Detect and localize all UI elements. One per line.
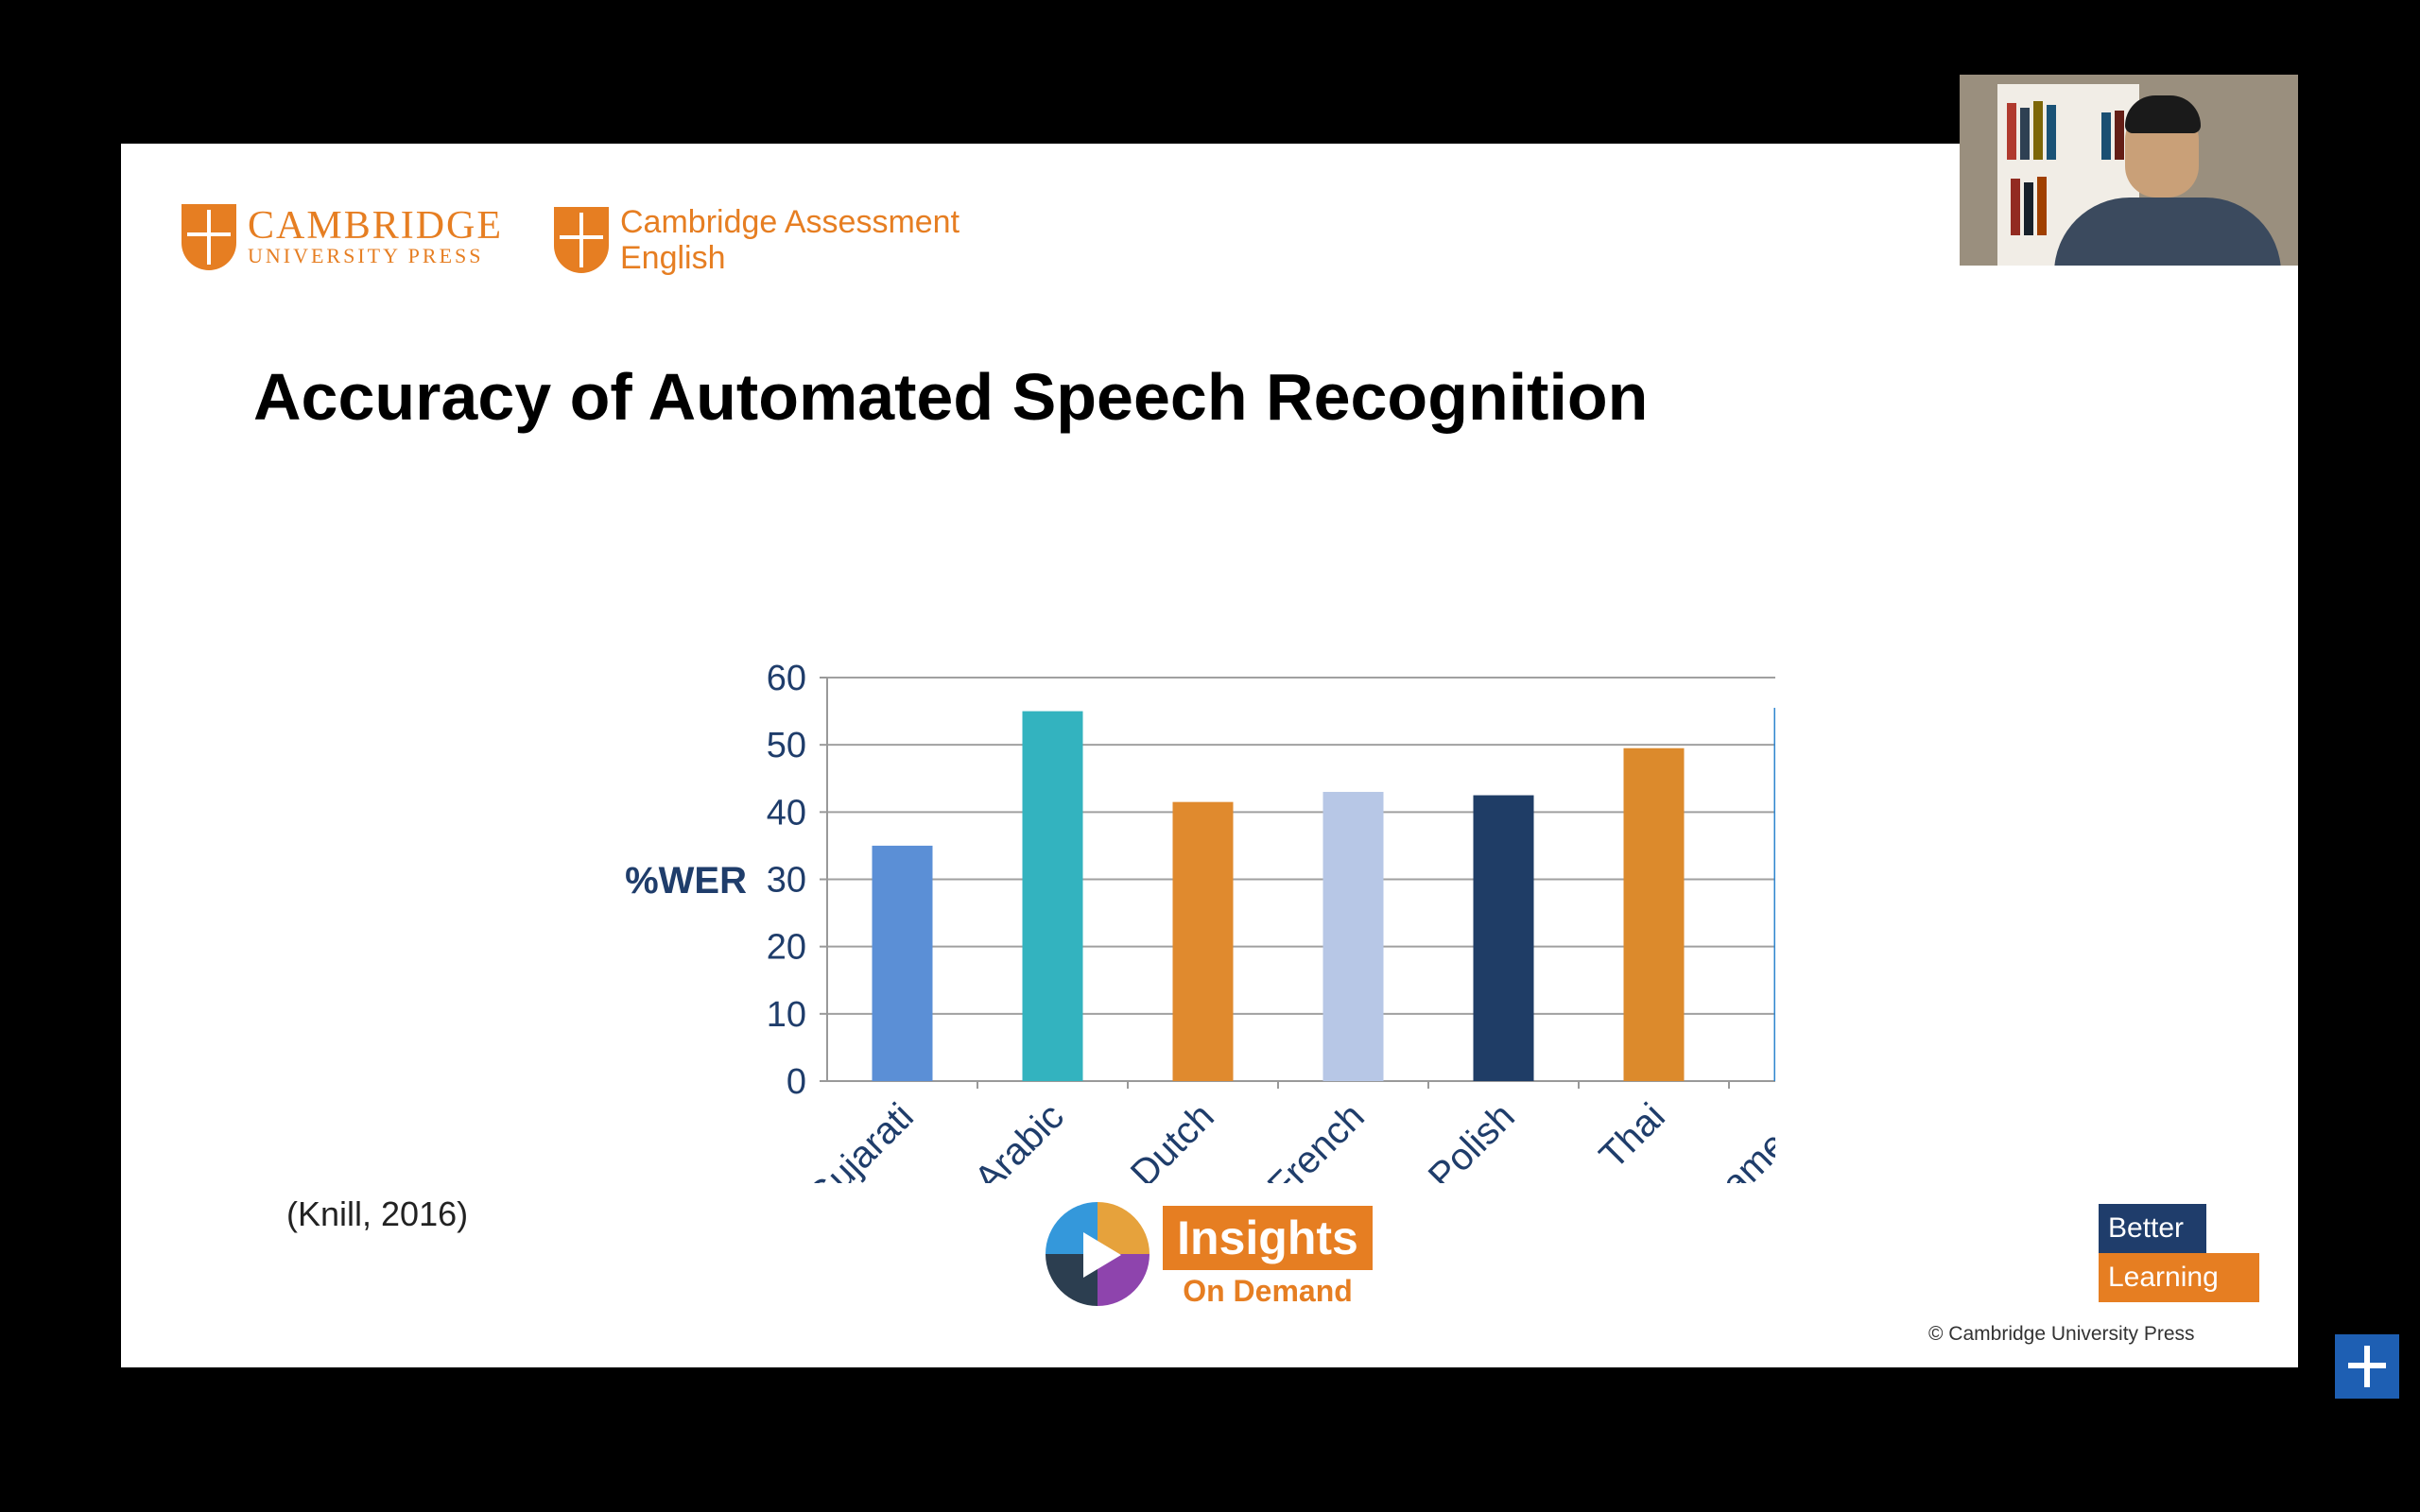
y-tick-label: 40	[767, 793, 806, 833]
x-tick-label: Gujarati	[799, 1095, 922, 1183]
cambridge-crest-icon[interactable]	[2335, 1334, 2399, 1399]
cup-logo-line2: UNIVERSITY PRESS	[248, 244, 484, 267]
bar	[872, 845, 933, 1081]
bar	[1322, 791, 1384, 1081]
x-tick-label: Arabic	[967, 1095, 1072, 1183]
y-axis-label: %WER	[625, 860, 747, 902]
y-tick-label: 0	[786, 1062, 806, 1102]
cae-logo-line1: Cambridge Assessment	[620, 204, 960, 240]
bar	[1172, 801, 1234, 1081]
slide-title: Accuracy of Automated Speech Recognition	[253, 360, 1649, 434]
y-tick-label: 20	[767, 928, 806, 968]
play-icon	[1083, 1232, 1121, 1278]
cambridge-shield-icon	[182, 204, 236, 270]
copyright-notice: © Cambridge University Press	[1928, 1323, 2195, 1345]
x-tick-label: Thai	[1592, 1095, 1673, 1177]
bar	[1022, 711, 1083, 1081]
slide: CAMBRIDGE UNIVERSITY PRESS Cambridge Ass…	[121, 144, 2298, 1367]
y-tick-label: 30	[767, 861, 806, 901]
y-tick-label: 60	[767, 659, 806, 698]
x-tick-label: Vietnamese	[1653, 1095, 1775, 1183]
cup-logo-line1: CAMBRIDGE	[248, 204, 504, 248]
y-tick-label: 50	[767, 726, 806, 765]
insights-label: Insights	[1163, 1206, 1373, 1270]
x-tick-label: Polish	[1421, 1095, 1523, 1183]
presenter-webcam-video[interactable]	[1960, 75, 2298, 266]
cambridge-shield-icon	[554, 207, 609, 273]
bar-chart: 0 10 20 30 40 50 60 %WER Gujarati Arabic Dutch Fren…	[625, 659, 1775, 1183]
insights-on-demand-logo: Insights On Demand	[1046, 1202, 1376, 1314]
bar	[1473, 795, 1534, 1081]
cambridge-university-press-logo: CAMBRIDGE UNIVERSITY PRESS	[182, 204, 503, 270]
x-tick-label: Dutch	[1123, 1095, 1222, 1183]
y-tick-label: 10	[767, 995, 806, 1035]
x-tick-label: French	[1260, 1095, 1373, 1183]
bar	[1773, 708, 1775, 1081]
on-demand-label: On Demand	[1183, 1274, 1353, 1308]
citation: (Knill, 2016)	[286, 1194, 469, 1233]
cambridge-assessment-english-logo: Cambridge Assessment English	[554, 204, 959, 276]
presenter-body	[2054, 198, 2281, 266]
better-label: Better	[2099, 1204, 2206, 1253]
bar	[1623, 747, 1685, 1081]
better-learning-logo: Better Learning	[2099, 1204, 2259, 1302]
presenter-hair	[2125, 95, 2201, 133]
cae-logo-line2: English	[620, 240, 726, 276]
learning-label: Learning	[2099, 1253, 2259, 1302]
